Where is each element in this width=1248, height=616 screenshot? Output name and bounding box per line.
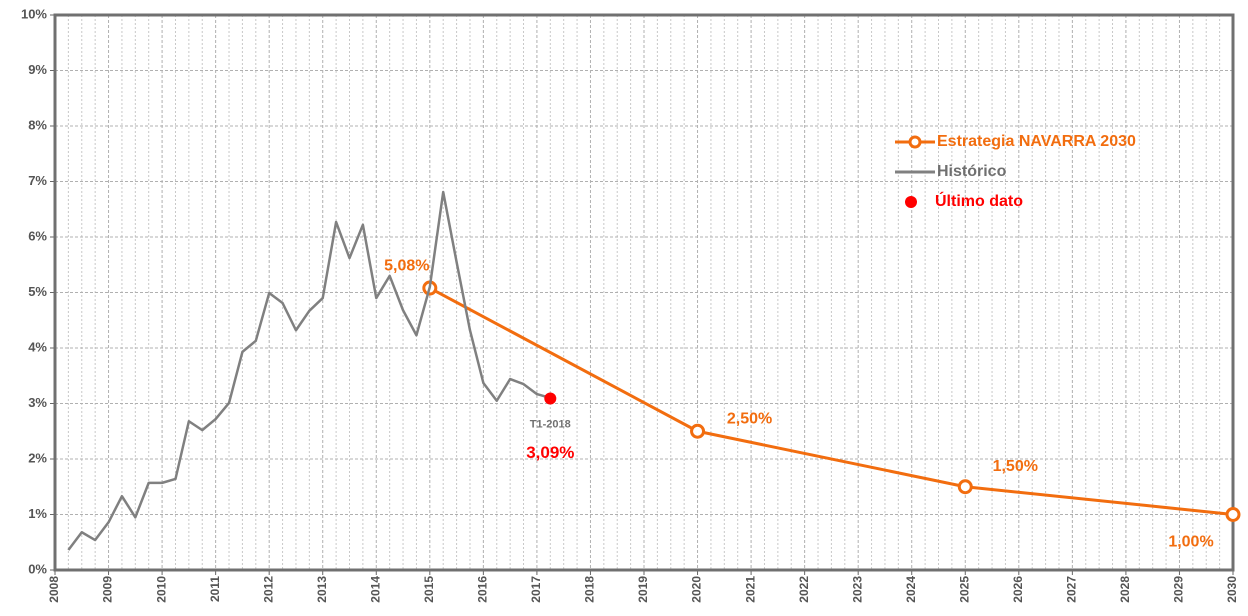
x-tick-label: 2011 — [208, 576, 222, 602]
x-tick-label: 2029 — [1172, 576, 1186, 603]
legend-label: Último dato — [935, 191, 1023, 210]
x-tick-label: 2030 — [1225, 576, 1239, 603]
data-label: 2,50% — [727, 410, 772, 427]
x-tick-label: 2009 — [101, 576, 115, 603]
x-tick-label: 2013 — [315, 576, 329, 603]
y-tick-label: 6% — [28, 228, 47, 243]
y-tick-label: 10% — [21, 6, 47, 21]
y-tick-label: 4% — [28, 339, 47, 354]
x-tick-label: 2024 — [904, 576, 918, 603]
legend-label: Estrategia NAVARRA 2030 — [937, 133, 1136, 150]
data-label: 1,00% — [1168, 534, 1213, 551]
x-tick-label: 2018 — [583, 576, 597, 603]
annotation: T1-2018 — [530, 418, 571, 430]
x-tick-label: 2020 — [690, 576, 704, 603]
x-tick-label: 2022 — [797, 576, 811, 603]
x-tick-label: 2016 — [476, 576, 490, 603]
marker — [544, 392, 557, 405]
marker — [957, 479, 973, 495]
x-tick-label: 2014 — [368, 576, 382, 603]
plot-frame — [53, 13, 1235, 572]
x-tick-label: 2026 — [1011, 576, 1025, 603]
x-tick-label: 2028 — [1118, 576, 1132, 603]
y-tick-label: 9% — [28, 62, 47, 77]
x-tick-label: 2019 — [636, 576, 650, 603]
y-tick-label: 7% — [28, 173, 47, 188]
series-line — [429, 286, 1234, 516]
x-tick-label: 2015 — [422, 576, 436, 603]
y-tick-label: 5% — [28, 284, 47, 299]
x-tick-label: 2008 — [47, 576, 61, 603]
x-tick-label: 2023 — [850, 576, 864, 603]
x-tick-label: 2021 — [743, 576, 757, 603]
y-tick-label: 2% — [28, 450, 47, 465]
x-tick-label: 2012 — [261, 576, 275, 603]
x-tick-label: 2027 — [1065, 576, 1079, 603]
legend-marker — [908, 135, 922, 149]
data-label: 5,08% — [384, 257, 429, 274]
x-tick-label: 2025 — [957, 576, 971, 603]
x-tick-label: 2010 — [154, 576, 168, 603]
y-tick-label: 1% — [28, 506, 47, 521]
y-tick-label: 0% — [28, 561, 47, 576]
x-tick-label: 2017 — [529, 576, 543, 603]
y-tick-label: 3% — [28, 395, 47, 410]
data-label: 3,09% — [526, 443, 574, 462]
marker — [690, 423, 706, 439]
series-line — [67, 190, 551, 551]
marker — [1225, 507, 1241, 522]
legend-marker — [905, 196, 917, 208]
data-label: 1,50% — [993, 458, 1038, 475]
legend-label: Histórico — [937, 163, 1007, 180]
y-tick-label: 8% — [28, 117, 47, 132]
